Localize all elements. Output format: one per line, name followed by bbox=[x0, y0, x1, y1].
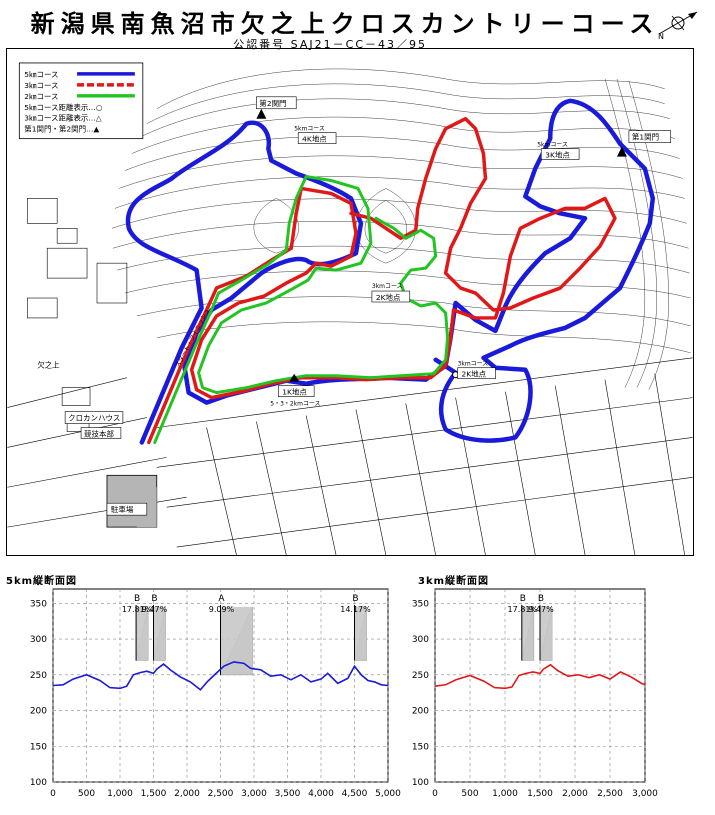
x-tick-label: 1,500 bbox=[141, 789, 167, 799]
point2k-b-course-label: 3kmコース bbox=[458, 361, 489, 368]
slope-bar bbox=[220, 606, 253, 675]
chart-plot: 100 150 200 250 300 350 0 500 1,000 1,500 2,000 2,5… bbox=[30, 588, 401, 799]
legend-label: 2㎞コース bbox=[24, 92, 58, 101]
x-tick-label: 0 bbox=[50, 789, 56, 799]
gate2-label: 第2関門 bbox=[259, 98, 286, 108]
x-tick-label: 2,500 bbox=[208, 789, 234, 799]
chart-title: 3km縦断面図 bbox=[418, 576, 490, 587]
start-lane-label: スタート・フィニッシュ bbox=[173, 307, 211, 369]
y-tick-label: 300 bbox=[412, 635, 429, 645]
area-label: 欠之上 bbox=[37, 360, 60, 370]
legend-label: 3㎞コース bbox=[24, 81, 58, 90]
slope-bar bbox=[521, 606, 534, 661]
course-map: 第2関門 第1関門 5kmコース 4K地点 5kmコース 3K地点 3kmコース… bbox=[6, 48, 694, 556]
x-tick-label: 500 bbox=[78, 789, 95, 799]
point4k-course-label: 5kmコース bbox=[294, 126, 325, 133]
slope-bar bbox=[136, 606, 149, 661]
profile-chart-5km: 5km縦断面図 100 150 200 250 300 350 0 500 1,000 1,500… bbox=[6, 572, 401, 815]
y-tick-label: 150 bbox=[412, 742, 429, 752]
y-tick-label: 100 bbox=[412, 778, 429, 788]
x-tick-label: 500 bbox=[461, 789, 478, 799]
slope-grade-label: B bbox=[538, 594, 544, 604]
elevation-line bbox=[52, 661, 389, 691]
compass-letter: N bbox=[658, 32, 664, 40]
course-2km bbox=[153, 175, 450, 444]
y-tick-label: 200 bbox=[412, 707, 429, 717]
x-tick-label: 0 bbox=[432, 789, 438, 799]
profile-chart-3km: 3km縦断面図 100 150 200 250 300 350 0 500 1,000 1,500… bbox=[412, 572, 658, 815]
slope-grade-label: A bbox=[218, 594, 225, 604]
slope-percent-label: 9.09% bbox=[209, 605, 235, 614]
slope-grade-label: B bbox=[352, 594, 358, 604]
y-tick-label: 250 bbox=[412, 671, 429, 681]
y-tick-label: 300 bbox=[30, 635, 47, 645]
page-title: 新潟県南魚沼市欠之上クロスカントリーコース bbox=[30, 9, 660, 38]
lodge-label: クロカンハウス bbox=[68, 414, 120, 423]
chart-title: 5km縦断面図 bbox=[6, 576, 78, 587]
town-grid bbox=[7, 198, 693, 555]
point2k-label: 2K地点 bbox=[376, 292, 401, 302]
slope-grade-label: B bbox=[151, 594, 157, 604]
x-tick-label: 2,500 bbox=[597, 789, 623, 799]
point1k-label: 1K地点 bbox=[282, 387, 307, 397]
y-tick-label: 150 bbox=[30, 742, 47, 752]
slope-percent-label: 9.47% bbox=[528, 605, 554, 614]
point3k-course-label: 5kmコース bbox=[537, 142, 568, 149]
x-tick-label: 2,000 bbox=[174, 789, 200, 799]
course-3km bbox=[147, 116, 617, 445]
x-tick-label: 3,000 bbox=[632, 789, 658, 799]
gate1-label: 第1関門 bbox=[632, 132, 659, 142]
slope-grade-label: B bbox=[520, 594, 526, 604]
elevation-line bbox=[434, 663, 646, 690]
map-legend: 5㎞コース 3㎞コース 2㎞コース5㎞コース距離表示…○3㎞コース距離表示…△第1関… bbox=[18, 62, 144, 140]
slope-bar bbox=[354, 606, 367, 661]
legend-label: 5㎞コース bbox=[24, 70, 58, 79]
slope-bar bbox=[540, 606, 552, 661]
point2k-course-label: 3kmコース bbox=[372, 283, 403, 290]
map-labels: 第2関門 第1関門 5kmコース 4K地点 5kmコース 3K地点 3kmコース… bbox=[37, 96, 672, 516]
gate2-marker-icon bbox=[256, 108, 267, 119]
y-tick-label: 250 bbox=[30, 671, 47, 681]
y-tick-label: 200 bbox=[30, 707, 47, 717]
x-tick-label: 5,000 bbox=[375, 789, 401, 799]
slope-grade-label: B bbox=[134, 594, 140, 604]
legend-label: 5㎞コース距離表示…○ bbox=[24, 102, 102, 112]
x-tick-label: 3,000 bbox=[241, 789, 267, 799]
slope-bar bbox=[153, 606, 166, 661]
y-tick-label: 350 bbox=[412, 599, 429, 609]
x-tick-label: 2,000 bbox=[562, 789, 588, 799]
x-tick-label: 1,500 bbox=[527, 789, 553, 799]
x-tick-label: 1,000 bbox=[107, 789, 133, 799]
chart-plot: 100 150 200 250 300 350 0 500 1,000 1,500 2,000 2,5… bbox=[412, 588, 658, 799]
point1k-sub-label: 5・3・2kmコース bbox=[270, 401, 320, 408]
parking-label: 駐車場 bbox=[111, 504, 134, 514]
y-tick-label: 100 bbox=[30, 778, 47, 788]
legend-label: 第1関門・第2関門…▲ bbox=[24, 124, 99, 134]
certification-number: 公認番号 SAJ21－CC－43／95 bbox=[233, 38, 427, 51]
gate1-marker-icon bbox=[616, 146, 627, 157]
slope-percent-label: 17.81% bbox=[122, 605, 153, 614]
point3k-label: 3K地点 bbox=[545, 150, 570, 160]
x-tick-label: 4,500 bbox=[342, 789, 368, 799]
x-tick-label: 4,000 bbox=[308, 789, 334, 799]
y-tick-label: 350 bbox=[30, 599, 47, 609]
slope-percent-label: 17.81% bbox=[508, 605, 539, 614]
north-arrow-icon: N bbox=[658, 11, 698, 40]
slope-percent-label: 9.47% bbox=[142, 605, 168, 614]
hq-label: 競技本部 bbox=[84, 428, 114, 438]
slope-percent-label: 14.17% bbox=[340, 605, 371, 614]
legend-label: 3㎞コース距離表示…△ bbox=[24, 113, 102, 123]
x-tick-label: 3,500 bbox=[275, 789, 301, 799]
point2k-b-label: 2K地点 bbox=[462, 369, 487, 379]
x-tick-label: 1,000 bbox=[492, 789, 518, 799]
point4k-label: 4K地点 bbox=[302, 134, 327, 144]
